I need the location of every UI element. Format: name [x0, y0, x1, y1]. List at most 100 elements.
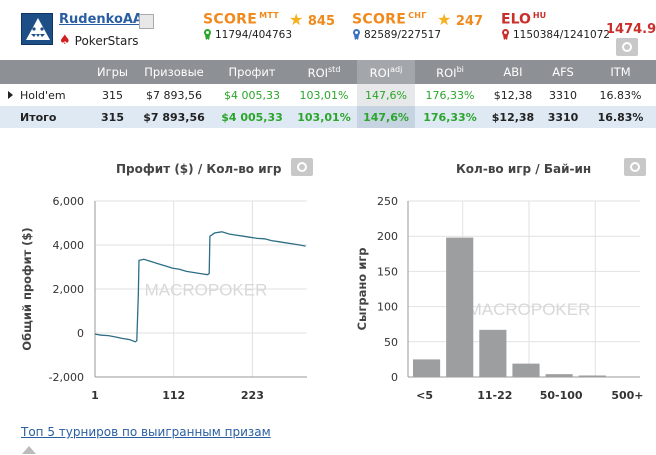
y-tick-label: 0: [77, 327, 84, 340]
cell-roi-std: 103,01%: [299, 88, 349, 102]
cell-itm: 16.83%: [597, 110, 644, 124]
y-tick-label: 150: [377, 265, 398, 278]
cell-prizes: $7 893,56: [146, 88, 202, 102]
buyin-bar-chart[interactable]: MACROPOKER 250 200 150 100 50 0 <5 11-22 50-100 50…: [355, 195, 644, 402]
x-tick-label: 11-22: [477, 389, 512, 402]
elo-rank-text: 1150384/1241072: [513, 28, 611, 41]
shark-icon: [22, 14, 52, 44]
cell-afs: 3310: [549, 88, 577, 102]
watermark-text: MACROPOKER: [145, 281, 268, 300]
cell-profit: $4 005,33: [221, 110, 283, 124]
stats-table: Игры Призовые Профит ROIstd ROIadj ROIbi…: [0, 60, 656, 128]
score-sng-block: SCORE СНГ 82589/227517: [352, 11, 441, 41]
y-tick-label: 200: [377, 230, 398, 243]
elo-title: ELO HU: [501, 11, 610, 28]
player-header: RudenkoAA ♠ PokerStars SCORE MTT 11794/40…: [0, 0, 656, 58]
medal-icon: [352, 29, 361, 40]
y-tick-label: -2,000: [49, 371, 84, 384]
cell-roi-std: 103,01%: [297, 110, 351, 124]
roi-std-sup: std: [328, 64, 341, 74]
bar-2[interactable]: [479, 329, 507, 377]
y-tick-label: 4,000: [53, 239, 85, 252]
col-header-itm[interactable]: ITM: [610, 65, 631, 79]
score-mtt-value-text: 845: [307, 14, 336, 29]
top5-tournaments-link[interactable]: Топ 5 турниров по выигранным призам: [21, 425, 271, 439]
profit-chart-camera-icon[interactable]: [291, 158, 313, 176]
y-tick-label: 250: [377, 195, 398, 208]
col-header-profit[interactable]: Профит: [228, 65, 276, 79]
score-mtt-rank: 11794/404763: [203, 29, 292, 41]
x-tick-label: <5: [416, 389, 433, 402]
x-tick-label: 500+: [611, 389, 643, 402]
bar-1[interactable]: [446, 237, 474, 377]
score-mtt-title: SCORE MTT: [203, 11, 292, 28]
y-tick-label: 2,000: [53, 283, 85, 296]
col-header-abi[interactable]: ABI: [503, 65, 523, 79]
col-header-roi-std[interactable]: ROIstd: [291, 60, 357, 84]
poker-room-label: PokerStars: [74, 33, 139, 48]
medal-icon: [501, 29, 510, 40]
col-header-games[interactable]: Игры: [96, 65, 129, 79]
y-tick-label: 0: [391, 371, 398, 384]
elo-title-text: ELO: [501, 11, 531, 28]
col-header-afs[interactable]: AFS: [552, 65, 574, 79]
x-tick-label: 1: [91, 389, 99, 402]
cell-roi-bi: 176,33%: [423, 110, 477, 124]
y-tick-label: 50: [384, 336, 398, 349]
watermark-text: MACROPOKER: [468, 300, 591, 319]
score-mtt-value: ★ 845: [289, 10, 335, 29]
elo-rank: 1150384/1241072: [501, 29, 610, 41]
y-axis-label: Общий профит ($): [20, 227, 34, 350]
buyin-chart-camera-icon[interactable]: [624, 158, 646, 176]
bar-5[interactable]: [578, 375, 606, 378]
roi-adj-sup: adj: [390, 64, 403, 74]
cell-afs: 3310: [547, 110, 579, 124]
cell-prizes: $7 893,56: [143, 110, 205, 124]
score-sng-rank-text: 82589/227517: [364, 28, 442, 41]
x-tick-label: 50-100: [540, 389, 583, 402]
cell-roi-bi: 176,33%: [425, 88, 475, 102]
roi-bi-label: ROI: [436, 65, 457, 80]
col-header-prizes[interactable]: Призовые: [144, 65, 204, 79]
poker-room: ♠ PokerStars: [59, 33, 139, 48]
col-header-roi-bi[interactable]: ROIbi: [415, 60, 485, 84]
cell-itm: 16.83%: [599, 88, 642, 102]
row-game-name[interactable]: Hold'em: [0, 84, 90, 106]
profit-line-chart[interactable]: MACROPOKER 6,000 4,000 2,000 0 -2,000 1 112 223 О…: [20, 195, 307, 402]
header-camera-icon[interactable]: [616, 38, 638, 56]
cell-abi: $12,38: [491, 110, 535, 124]
score-mtt-rank-text: 11794/404763: [215, 28, 293, 41]
row-total-name: Итого: [20, 110, 57, 124]
roi-bi-sup: bi: [456, 64, 464, 74]
avatar[interactable]: [21, 13, 53, 45]
expand-arrow-icon[interactable]: [22, 446, 36, 454]
roi-std-label: ROI: [307, 65, 329, 80]
row-game-name-text: Hold'em: [20, 88, 66, 102]
expand-triangle-icon[interactable]: [8, 91, 13, 99]
score-sng-sup: СНГ: [408, 11, 427, 20]
cell-roi-adj: 147,6%: [357, 106, 415, 128]
y-tick-label: 100: [377, 301, 398, 314]
star-icon: ★: [289, 10, 304, 29]
bar-4[interactable]: [545, 374, 573, 377]
cell-roi-adj: 147,6%: [357, 84, 415, 106]
pokerstars-icon: ♠: [59, 33, 71, 48]
table-row-total: Итого 315 $7 893,56 $4 005,33 103,01% 14…: [0, 106, 656, 128]
score-sng-value: ★ 247: [437, 10, 483, 29]
cell-profit: $4 005,33: [224, 88, 280, 102]
table-row[interactable]: Hold'em 315 $7 893,56 $4 005,33 103,01% …: [0, 84, 656, 106]
score-sng-value-text: 247: [455, 14, 484, 29]
x-tick-label: 112: [162, 389, 185, 402]
username-link[interactable]: RudenkoAA: [59, 12, 143, 27]
star-icon: ★: [437, 10, 452, 29]
col-header-roi-adj[interactable]: ROIadj: [357, 60, 415, 84]
bar-0[interactable]: [413, 359, 441, 377]
bar-3[interactable]: [512, 363, 540, 377]
y-axis-label: Сыграно игр: [355, 248, 369, 331]
profile-card-icon[interactable]: [139, 14, 154, 29]
score-sng-title-text: SCORE: [352, 11, 407, 28]
profit-chart-title: Профит ($) / Кол-во игр: [116, 162, 282, 176]
score-mtt-sup: MTT: [259, 11, 280, 20]
score-sng-rank: 82589/227517: [352, 29, 441, 41]
